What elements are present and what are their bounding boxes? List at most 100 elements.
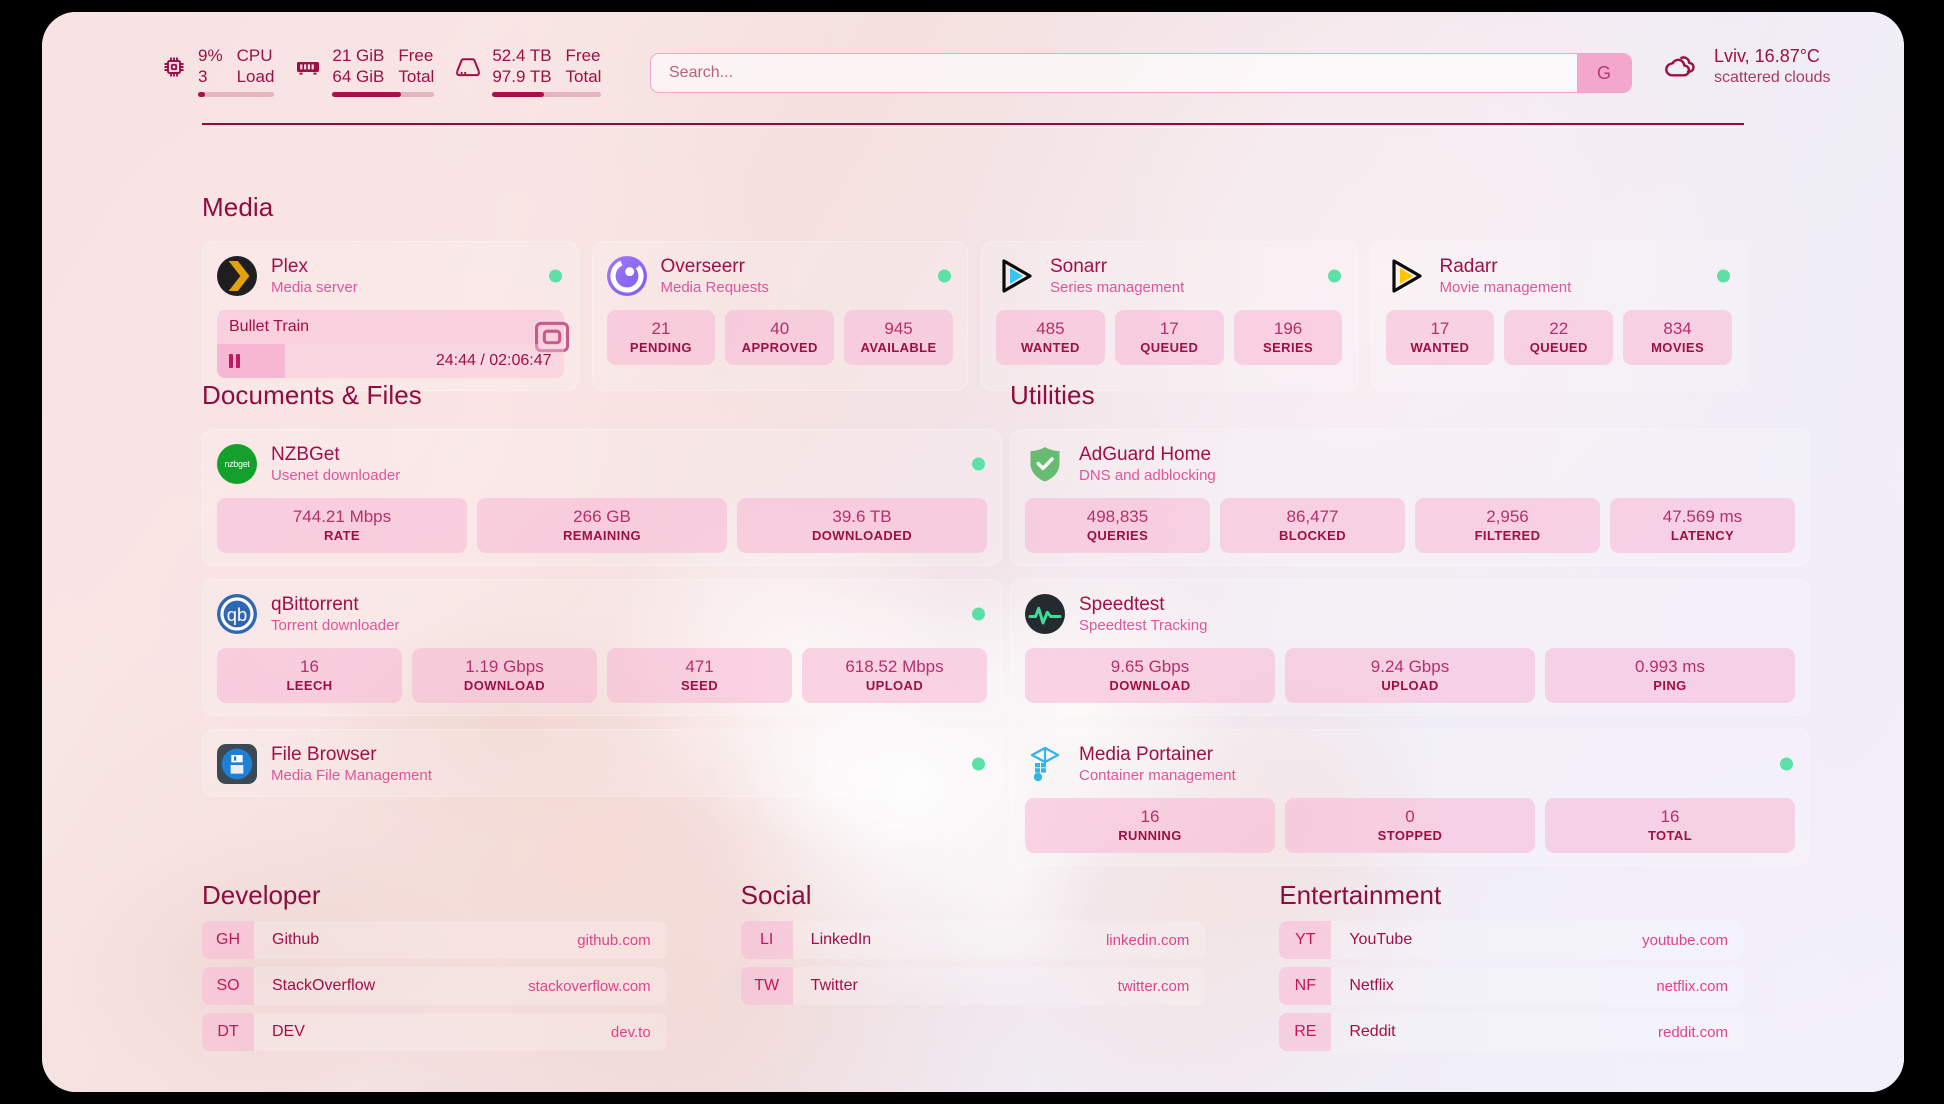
- search-engine-button[interactable]: G: [1577, 54, 1631, 92]
- header-divider: [202, 123, 1744, 128]
- stat-chip-label: DOWNLOAD: [463, 678, 546, 693]
- status-badge: [1327, 269, 1341, 283]
- service-card-header[interactable]: AdGuard Home DNS and adblocking: [1025, 444, 1795, 484]
- stat-chip[interactable]: 39.6 TB DOWNLOADED: [737, 498, 987, 553]
- service-card[interactable]: File Browser Media File Management: [202, 729, 1002, 797]
- service-card[interactable]: nzbget NZBGet Usenet downloader 744.21 M…: [202, 429, 1002, 566]
- stat-chip[interactable]: 834 MOVIES: [1623, 310, 1732, 365]
- service-card-header[interactable]: File Browser Media File Management: [217, 744, 987, 784]
- service-card[interactable]: Radarr Movie management 17 WANTED 22 QUE…: [1370, 241, 1747, 391]
- service-card[interactable]: Media Portainer Container management 16 …: [1010, 729, 1810, 866]
- stat-chip[interactable]: 17 WANTED: [1385, 310, 1495, 365]
- stat-chip[interactable]: 9.24 Gbps UPLOAD: [1285, 648, 1535, 703]
- stat-chip[interactable]: 40 APPROVED: [725, 310, 835, 365]
- status-badge: [972, 757, 985, 771]
- stat-chip-row: 498,835 QUERIES 86,477 BLOCKED 2,956 FIL…: [1025, 498, 1795, 553]
- service-card-header[interactable]: nzbget NZBGet Usenet downloader: [217, 444, 987, 484]
- stat-chip[interactable]: 744.21 Mbps RATE: [217, 498, 467, 553]
- stat-chip-value: 485: [1036, 319, 1065, 338]
- service-name: File Browser: [271, 744, 377, 765]
- stat-value-secondary: 97.9 TB: [492, 67, 552, 86]
- stat-chip[interactable]: 9.65 Gbps DOWNLOAD: [1025, 648, 1275, 703]
- bookmark-item[interactable]: TW Twitter twitter.com: [740, 967, 1206, 1005]
- stat-chip[interactable]: 0 STOPPED: [1285, 798, 1535, 853]
- now-playing-progress[interactable]: 24:44 / 02:06:47: [217, 344, 564, 378]
- bookmark-item[interactable]: NF Netflix netflix.com: [1279, 967, 1745, 1005]
- stat-chip[interactable]: 196 SERIES: [1233, 310, 1343, 365]
- stat-chip[interactable]: 618.52 Mbps UPLOAD: [802, 648, 987, 703]
- radarr-icon: [1386, 256, 1426, 296]
- plex-icon: [217, 256, 257, 296]
- stat-chip[interactable]: 485 WANTED: [996, 310, 1105, 365]
- bookmark-abbr: GH: [202, 921, 254, 959]
- system-stat-ram: 21 GiB 64 GiB Free Total: [294, 45, 435, 97]
- service-card-header[interactable]: Media Portainer Container management: [1025, 744, 1795, 784]
- stat-chip[interactable]: 0.993 ms PING: [1545, 648, 1795, 703]
- service-card-header[interactable]: Sonarr Series management: [996, 256, 1343, 296]
- stat-chip[interactable]: 498,835 QUERIES: [1025, 498, 1210, 553]
- now-playing-title: Bullet Train: [229, 318, 310, 335]
- pause-icon[interactable]: [229, 354, 240, 368]
- search-bar[interactable]: G: [650, 53, 1632, 93]
- stat-chip-label: DOWNLOAD: [1109, 678, 1191, 693]
- bookmark-abbr: YT: [1279, 921, 1332, 959]
- stat-chip-label: TOTAL: [1647, 828, 1693, 843]
- search-input[interactable]: [651, 54, 1577, 92]
- stat-chip-value: 0.993 ms: [1635, 657, 1705, 676]
- sonarr-icon: [996, 256, 1036, 296]
- portainer-icon: [1025, 744, 1065, 784]
- bookmark-item[interactable]: YT YouTube youtube.com: [1279, 921, 1745, 959]
- service-card-header[interactable]: Overseerr Media Requests: [606, 256, 954, 296]
- weather-widget: Lviv, 16.87°C scattered clouds: [1660, 46, 1831, 87]
- service-card-header[interactable]: Radarr Movie management: [1386, 256, 1733, 296]
- bookmark-group: Developer GH Github github.com SO StackO…: [202, 880, 667, 1051]
- stat-chip-value: 498,835: [1086, 507, 1149, 526]
- stat-chip[interactable]: 945 AVAILABLE: [844, 310, 953, 365]
- bookmark-item[interactable]: GH Github github.com: [202, 921, 667, 959]
- system-stats: 9% 3 CPU Load 21 GiB 64 GiB Free: [160, 45, 602, 97]
- stat-chip[interactable]: 16 LEECH: [217, 648, 402, 703]
- stat-chip-label: STOPPED: [1377, 828, 1443, 843]
- stat-chip-label: SEED: [680, 678, 718, 693]
- stat-progress-bar: [492, 92, 602, 97]
- stat-chip[interactable]: 471 SEED: [607, 648, 792, 703]
- system-stat-disk: 52.4 TB 97.9 TB Free Total: [454, 45, 602, 97]
- service-card[interactable]: Sonarr Series management 485 WANTED 17 Q…: [981, 241, 1358, 391]
- stat-chip[interactable]: 22 QUEUED: [1504, 310, 1614, 365]
- bookmark-item[interactable]: SO StackOverflow stackoverflow.com: [202, 967, 667, 1005]
- stat-chip[interactable]: 16 TOTAL: [1545, 798, 1795, 853]
- section-title-media: Media: [202, 192, 274, 222]
- stat-chip-value: 17: [1159, 319, 1179, 338]
- bookmark-item[interactable]: LI LinkedIn linkedin.com: [740, 921, 1206, 959]
- service-card[interactable]: Overseerr Media Requests 21 PENDING 40 A…: [591, 241, 968, 391]
- stat-chip[interactable]: 266 GB REMAINING: [477, 498, 727, 553]
- bookmark-name: Netflix: [1349, 977, 1394, 994]
- stat-label-secondary: Load: [236, 67, 275, 86]
- bookmark-name: StackOverflow: [272, 977, 376, 994]
- cast-icon[interactable]: [532, 317, 569, 353]
- service-card-header[interactable]: qb qBittorrent Torrent downloader: [217, 594, 987, 634]
- stat-chip[interactable]: 2,956 FILTERED: [1415, 498, 1600, 553]
- bookmark-abbr: NF: [1279, 967, 1332, 1005]
- stat-chip-label: DOWNLOADED: [811, 528, 913, 543]
- overseerr-icon: [606, 256, 647, 296]
- stat-chip[interactable]: 16 RUNNING: [1025, 798, 1275, 853]
- service-card-header[interactable]: Plex Media server: [217, 256, 564, 296]
- service-card[interactable]: qb qBittorrent Torrent downloader 16 LEE…: [202, 579, 1002, 716]
- bookmark-url: twitter.com: [1117, 977, 1190, 995]
- service-description: Media server: [271, 279, 358, 296]
- stat-chip-label: QUEUED: [1140, 340, 1199, 355]
- stat-chip-row: 17 WANTED 22 QUEUED 834 MOVIES: [1385, 310, 1733, 365]
- service-card-header[interactable]: Speedtest Speedtest Tracking: [1025, 594, 1795, 634]
- stat-chip[interactable]: 47.569 ms LATENCY: [1610, 498, 1795, 553]
- stat-chip[interactable]: 86,477 BLOCKED: [1220, 498, 1405, 553]
- stat-chip[interactable]: 17 QUEUED: [1114, 310, 1224, 365]
- service-card[interactable]: Speedtest Speedtest Tracking 9.65 Gbps D…: [1010, 579, 1810, 716]
- service-card[interactable]: AdGuard Home DNS and adblocking 498,835 …: [1010, 429, 1810, 566]
- stat-chip-label: RUNNING: [1118, 828, 1182, 843]
- bookmark-item[interactable]: DT DEV dev.to: [202, 1013, 667, 1051]
- stat-chip[interactable]: 1.19 Gbps DOWNLOAD: [412, 648, 597, 703]
- bookmark-item[interactable]: RE Reddit reddit.com: [1279, 1013, 1745, 1051]
- service-card[interactable]: Plex Media server Bullet Train 24:44 / 0…: [202, 241, 579, 391]
- stat-chip[interactable]: 21 PENDING: [606, 310, 716, 365]
